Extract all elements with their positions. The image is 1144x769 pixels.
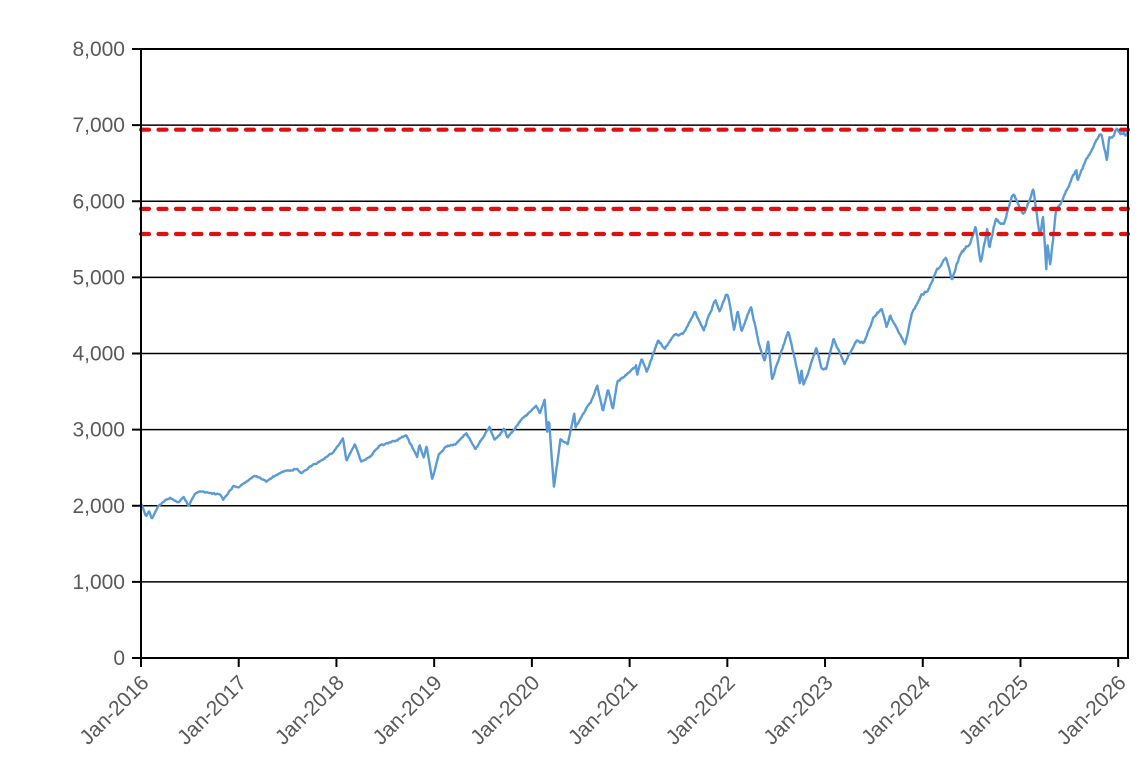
x-axis-tick-label: Jan-2022 xyxy=(662,671,740,749)
x-axis-tick-label: Jan-2020 xyxy=(466,671,544,749)
y-axis-tick-label: 2,000 xyxy=(72,495,125,518)
y-axis-tick-label: 4,000 xyxy=(72,343,125,366)
x-axis-tick-label: Jan-2024 xyxy=(857,671,935,749)
plot-area-border xyxy=(140,48,1129,659)
x-axis-tick-label: Jan-2023 xyxy=(759,671,837,749)
line-chart-svg: 0 1,000 2,000 3,000 4,000 5,000 6,000 7,000 8,00… xyxy=(72,38,1131,749)
x-axis-tick-label: Jan-2019 xyxy=(369,671,447,749)
y-axis-tick-label: 6,000 xyxy=(72,190,125,213)
y-axis-tick-label: 1,000 xyxy=(72,571,125,594)
x-axis-tick-label: Jan-2026 xyxy=(1053,671,1131,749)
x-axis-tick-label: Jan-2025 xyxy=(955,671,1033,749)
price-series-path xyxy=(139,127,1129,520)
y-axis-tick-label: 5,000 xyxy=(72,266,125,289)
x-axis-tick-label: Jan-2018 xyxy=(271,671,349,749)
y-axis-tick-label: 8,000 xyxy=(72,38,125,61)
x-axis-tick-label: Jan-2021 xyxy=(564,671,642,749)
x-axis-tick-label: Jan-2016 xyxy=(75,671,153,749)
y-axis-tick-label: 3,000 xyxy=(72,419,125,442)
stock-index-line-chart: 0 1,000 2,000 3,000 4,000 5,000 6,000 7,000 8,00… xyxy=(40,16,1144,769)
x-axis-tick-label: Jan-2017 xyxy=(173,671,251,749)
y-axis-tick-label: 7,000 xyxy=(72,114,125,137)
y-axis-tick-label: 0 xyxy=(113,647,125,670)
